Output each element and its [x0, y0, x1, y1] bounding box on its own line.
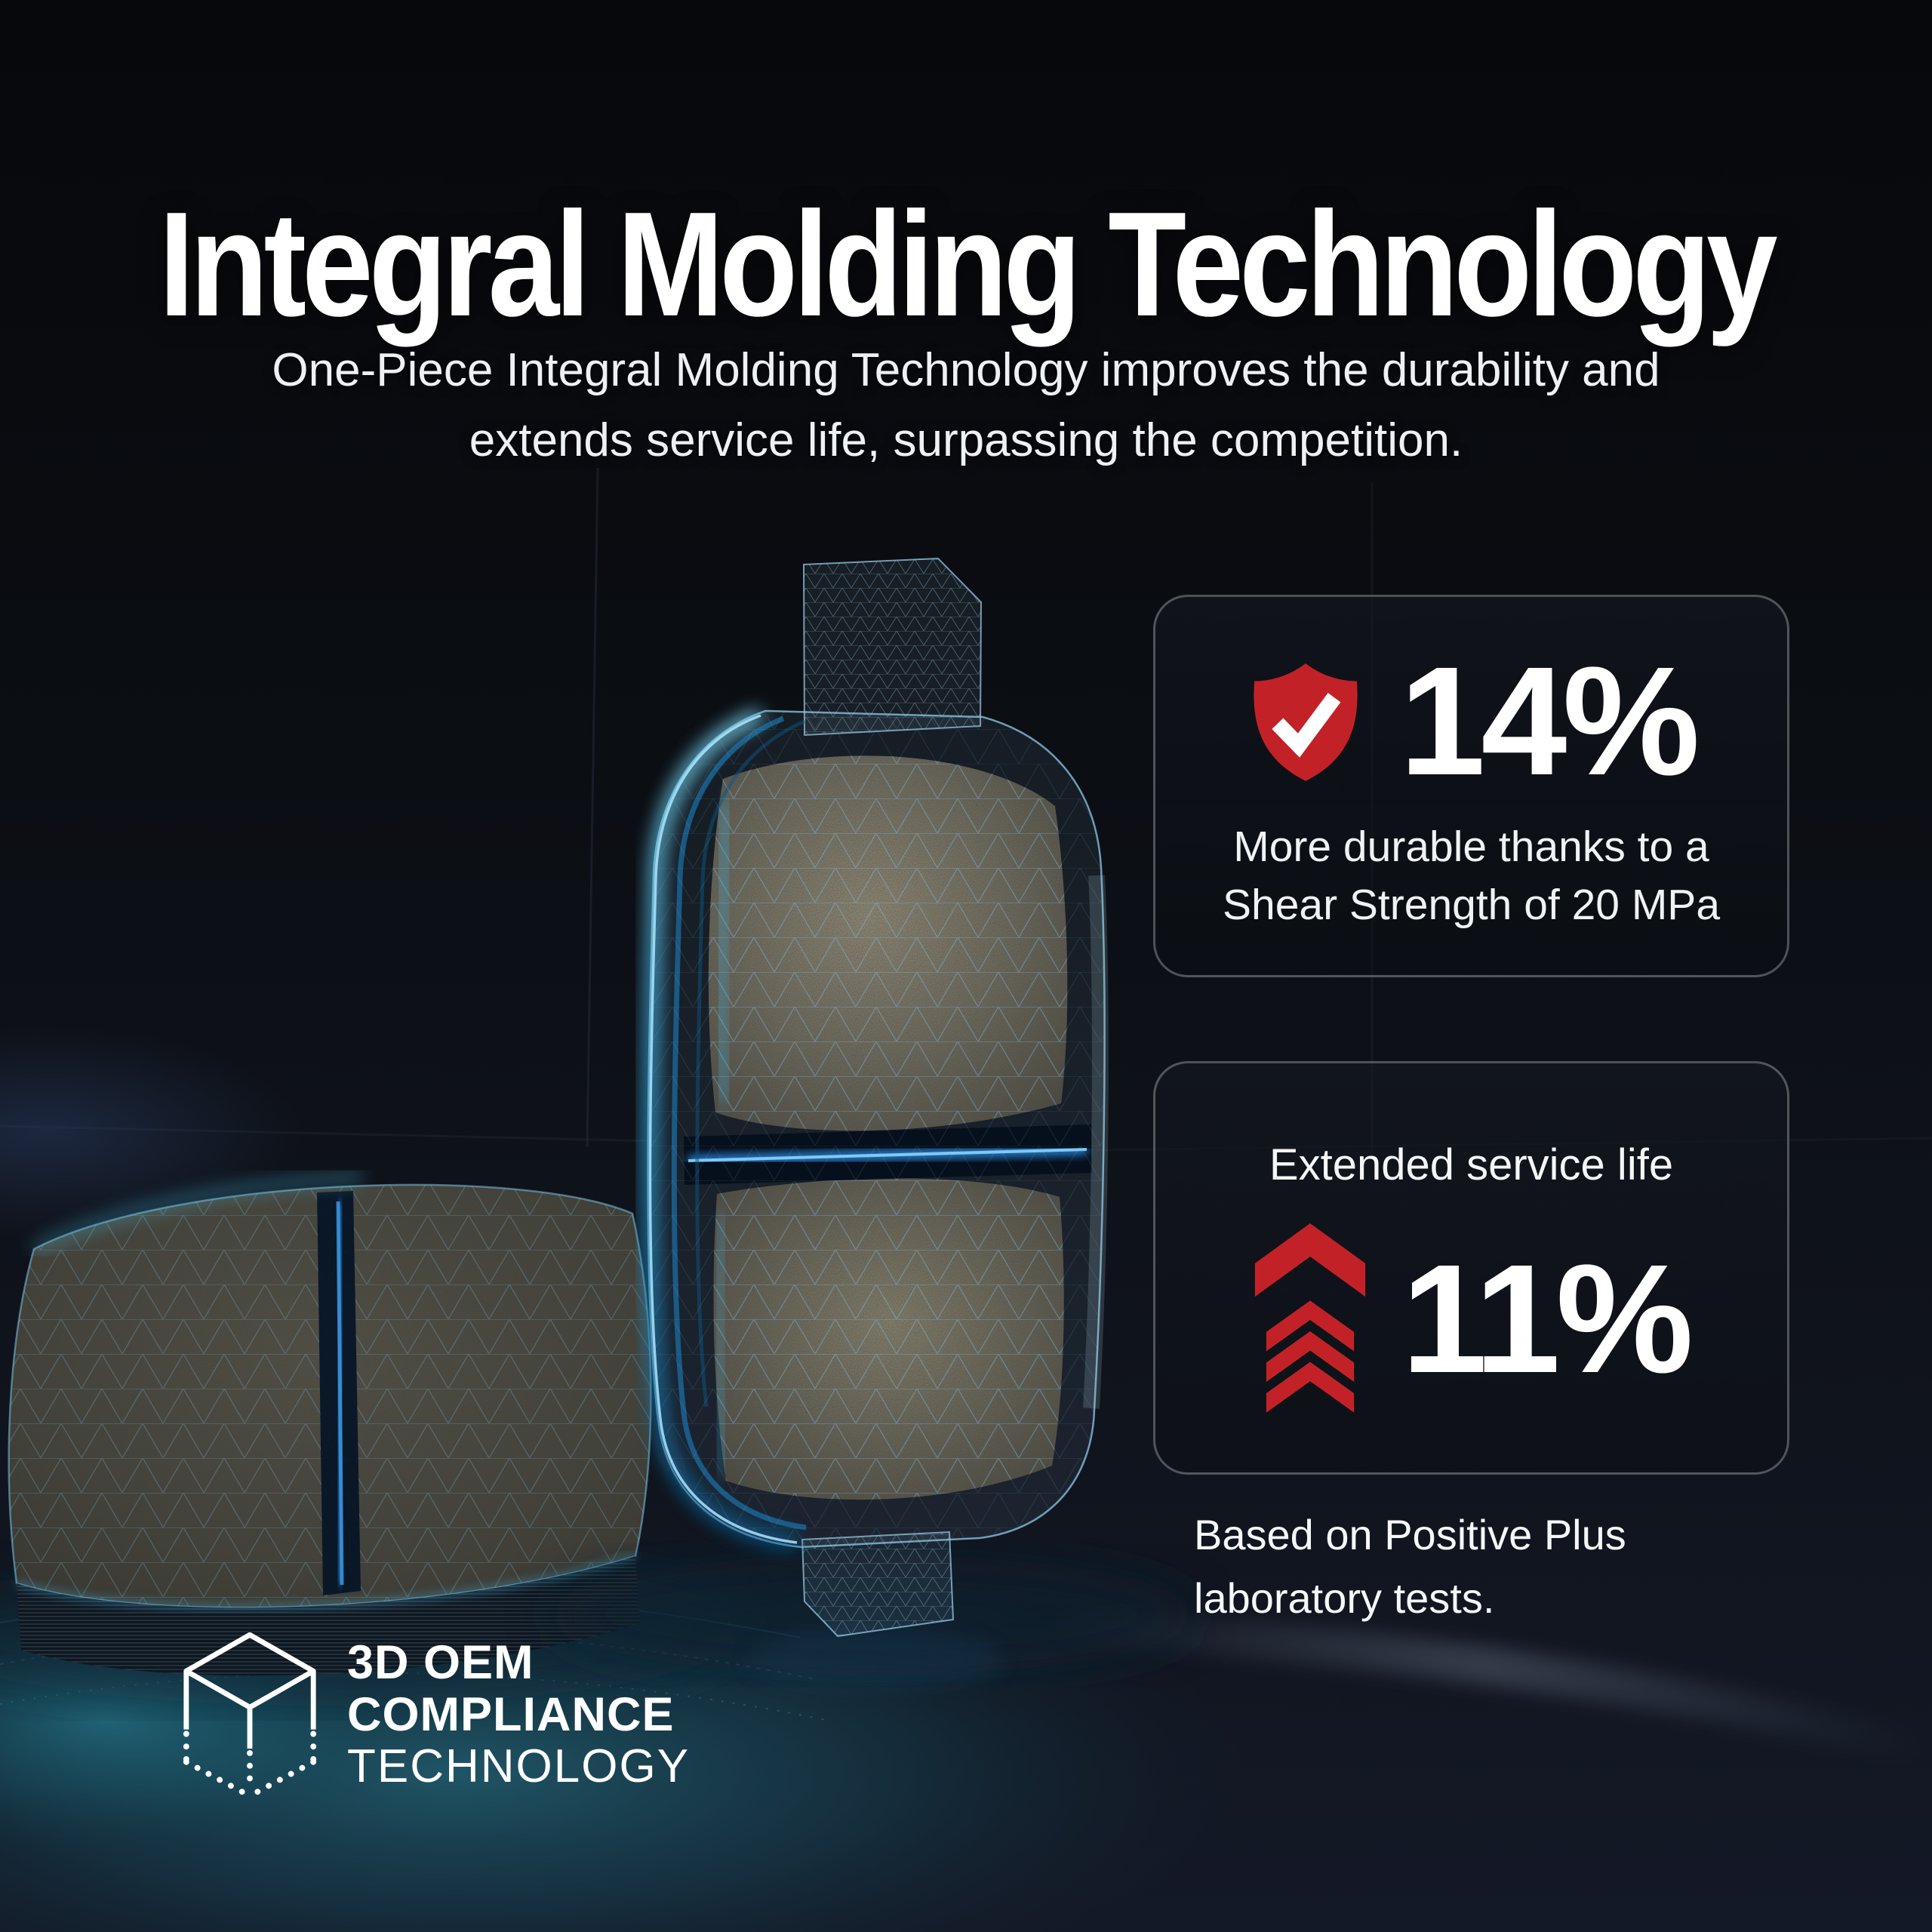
- shield-check-icon: [1247, 657, 1364, 786]
- page-subtitle: One-Piece Integral Molding Technology im…: [0, 335, 1932, 475]
- service-life-stat-row: 11%: [1254, 1223, 1694, 1417]
- durability-value: 14%: [1399, 635, 1700, 808]
- durability-desc-line-2: Shear Strength of 20 MPa: [1222, 881, 1721, 930]
- durability-desc-line-1: More durable thanks to a: [1233, 822, 1709, 871]
- service-life-value: 11%: [1401, 1232, 1694, 1406]
- subtitle-line-2: extends service life, surpassing the com…: [469, 414, 1463, 466]
- wireframe-cube-icon: [180, 1629, 320, 1801]
- brake-pad-upright-render: [547, 557, 1196, 1692]
- logo-line-3: TECHNOLOGY: [347, 1740, 691, 1793]
- page-title: Integral Molding Technology: [158, 181, 1777, 348]
- durability-stat-row: 14%: [1247, 635, 1700, 808]
- logo-line-1: 3D OEM: [347, 1635, 534, 1689]
- subtitle-line-1: One-Piece Integral Molding Technology im…: [272, 344, 1660, 396]
- logo-text: 3D OEM COMPLIANCE TECHNOLOGY: [347, 1635, 691, 1793]
- footnote: Based on Positive Plus laboratory tests.: [1194, 1503, 1626, 1630]
- footnote-line-1: Based on Positive Plus: [1194, 1511, 1626, 1558]
- brand-logo: 3D OEM COMPLIANCE TECHNOLOGY: [180, 1629, 690, 1801]
- service-life-label: Extended service life: [1269, 1140, 1674, 1189]
- stat-card-durability: 14% More durable thanks to a Shear Stren…: [1153, 595, 1789, 977]
- brake-pad-flat-render: [0, 1174, 747, 1706]
- arrow-up-chevrons-icon: [1254, 1223, 1367, 1417]
- stat-card-service-life: Extended service life 11%: [1153, 1061, 1789, 1475]
- footnote-line-2: laboratory tests.: [1194, 1574, 1495, 1622]
- durability-description: More durable thanks to a Shear Strength …: [1223, 818, 1720, 935]
- logo-line-2: COMPLIANCE: [347, 1687, 675, 1741]
